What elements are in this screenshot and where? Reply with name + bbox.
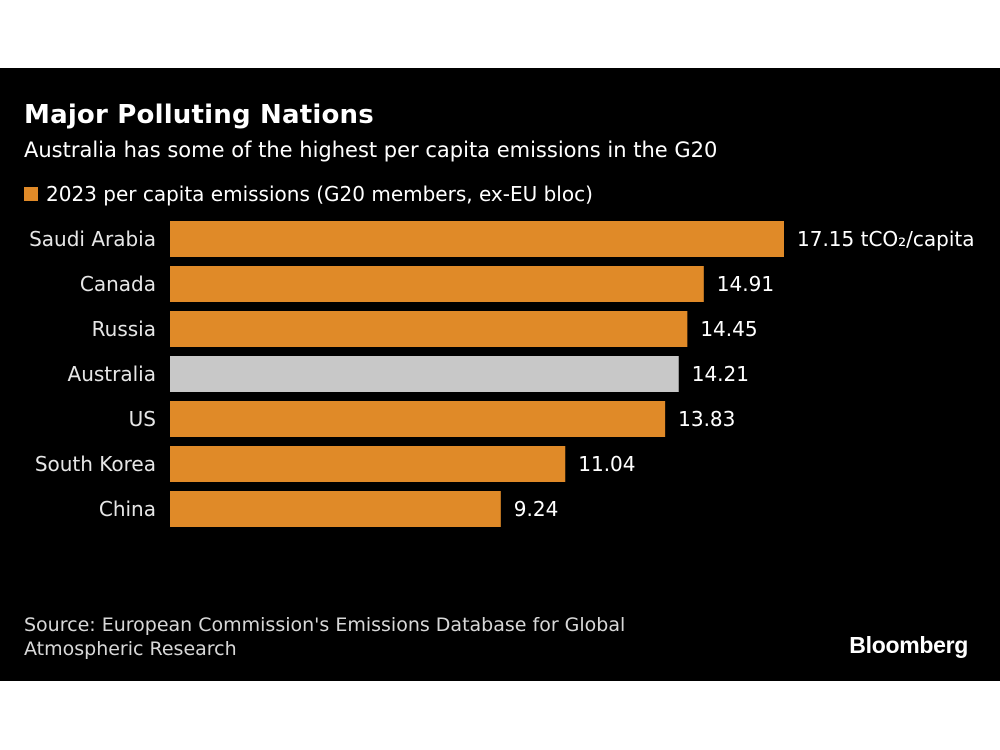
bar-russia (170, 311, 688, 347)
category-label: Russia (92, 317, 156, 341)
value-label: 14.91 (717, 272, 774, 296)
legend-label: 2023 per capita emissions (G20 members, … (46, 182, 593, 206)
source-line-2: Atmospheric Research (24, 638, 237, 660)
legend: 2023 per capita emissions (G20 members, … (24, 182, 593, 206)
chart-panel: Major Polluting Nations Australia has so… (0, 68, 1000, 681)
value-label: 11.04 (578, 452, 635, 476)
value-label: 14.45 (700, 317, 757, 341)
legend-swatch (24, 187, 38, 201)
bar-chart: Saudi Arabia 17.15 tCO₂/capita Canada 14.91… (29, 221, 975, 527)
category-label: South Korea (35, 452, 156, 476)
value-label: 9.24 (514, 497, 559, 521)
category-label: US (129, 407, 156, 431)
chart-subtitle: Australia has some of the highest per ca… (24, 138, 718, 162)
category-label: China (99, 497, 156, 521)
bar-south-korea (170, 446, 566, 482)
value-label: 17.15 tCO₂/capita (797, 227, 975, 251)
bloomberg-logo: Bloomberg (849, 632, 968, 658)
value-label: 13.83 (678, 407, 735, 431)
bar-australia (170, 356, 679, 392)
category-label: Saudi Arabia (29, 227, 156, 251)
bar-saudi-arabia (170, 221, 784, 257)
source-line-1: Source: European Commission's Emissions … (24, 614, 626, 636)
value-label: 14.21 (692, 362, 749, 386)
source-note: Source: European Commission's Emissions … (24, 613, 704, 661)
bar-china (170, 491, 501, 527)
bar-canada (170, 266, 704, 302)
chart-title: Major Polluting Nations (24, 100, 374, 130)
bar-us (170, 401, 666, 437)
category-label: Australia (68, 362, 156, 386)
category-label: Canada (80, 272, 156, 296)
